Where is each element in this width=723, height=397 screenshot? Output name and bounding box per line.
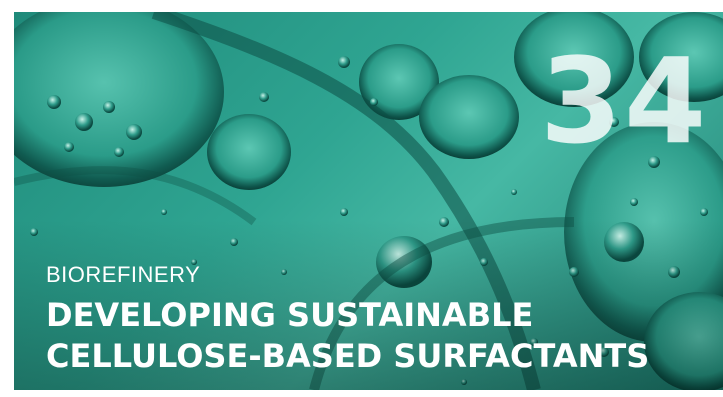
page-number: 34 (540, 32, 709, 170)
header-image-panel: 34 BIOREFINERY DEVELOPING SUSTAINABLE CE… (14, 12, 723, 390)
bubbles-background-image (14, 12, 723, 390)
article-title[interactable]: DEVELOPING SUSTAINABLE CELLULOSE-BASED S… (46, 295, 649, 377)
image-shade-overlay (14, 12, 723, 390)
article-category: BIOREFINERY (46, 262, 201, 287)
article-title-line-2: CELLULOSE-BASED SURFACTANTS (46, 337, 650, 375)
article-title-line-1: DEVELOPING SUSTAINABLE (46, 296, 534, 334)
